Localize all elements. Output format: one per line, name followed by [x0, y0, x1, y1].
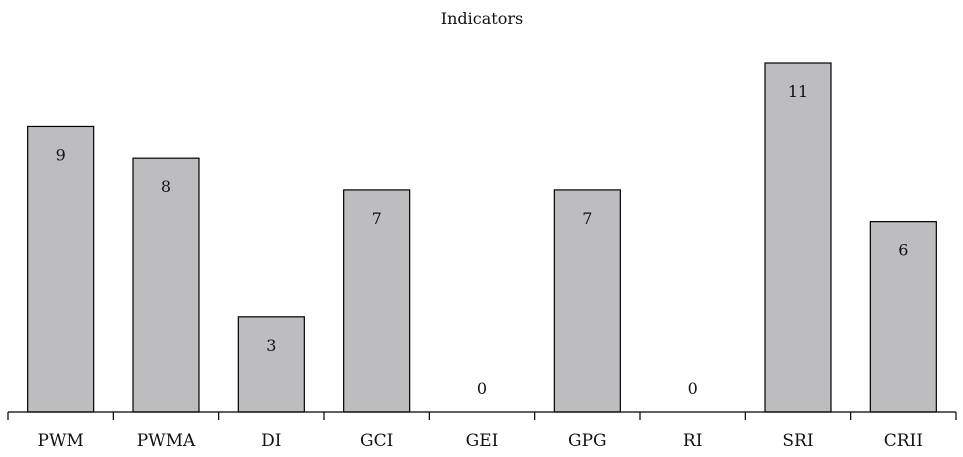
value-label-sri: 11 [788, 82, 808, 101]
category-label-gpg: GPG [568, 431, 607, 451]
bar-gci [343, 189, 411, 413]
value-label-pwma: 8 [161, 177, 171, 196]
category-label-gci: GCI [360, 431, 393, 451]
value-label-gci: 7 [372, 209, 382, 228]
bar-pwma [132, 157, 200, 413]
bar-gpg [553, 189, 621, 413]
bars-group: 9 8 3 7 0 7 0 11 6 [27, 62, 937, 413]
category-label-pwma: PWMA [137, 431, 196, 451]
category-label-sri: SRI [782, 431, 813, 451]
category-labels: PWM PWMA DI GCI GEI GPG RI SRI CRII [38, 431, 923, 451]
x-axis-ticks [7, 412, 957, 420]
bar-pwm [27, 125, 95, 413]
value-label-di: 3 [266, 336, 276, 355]
value-label-ri: 0 [688, 379, 698, 398]
value-label-gei: 0 [477, 379, 487, 398]
value-label-crii: 6 [898, 241, 908, 260]
bar-sri [764, 62, 832, 413]
category-label-di: DI [261, 431, 281, 451]
chart-title: Indicators [441, 9, 523, 28]
category-label-pwm: PWM [38, 431, 84, 451]
category-label-ri: RI [683, 431, 703, 451]
bar-crii [869, 221, 937, 413]
category-label-gei: GEI [466, 431, 499, 451]
value-label-gpg: 7 [582, 209, 592, 228]
category-label-crii: CRII [884, 431, 923, 451]
bar-di [237, 316, 305, 413]
value-label-pwm: 9 [56, 145, 66, 164]
